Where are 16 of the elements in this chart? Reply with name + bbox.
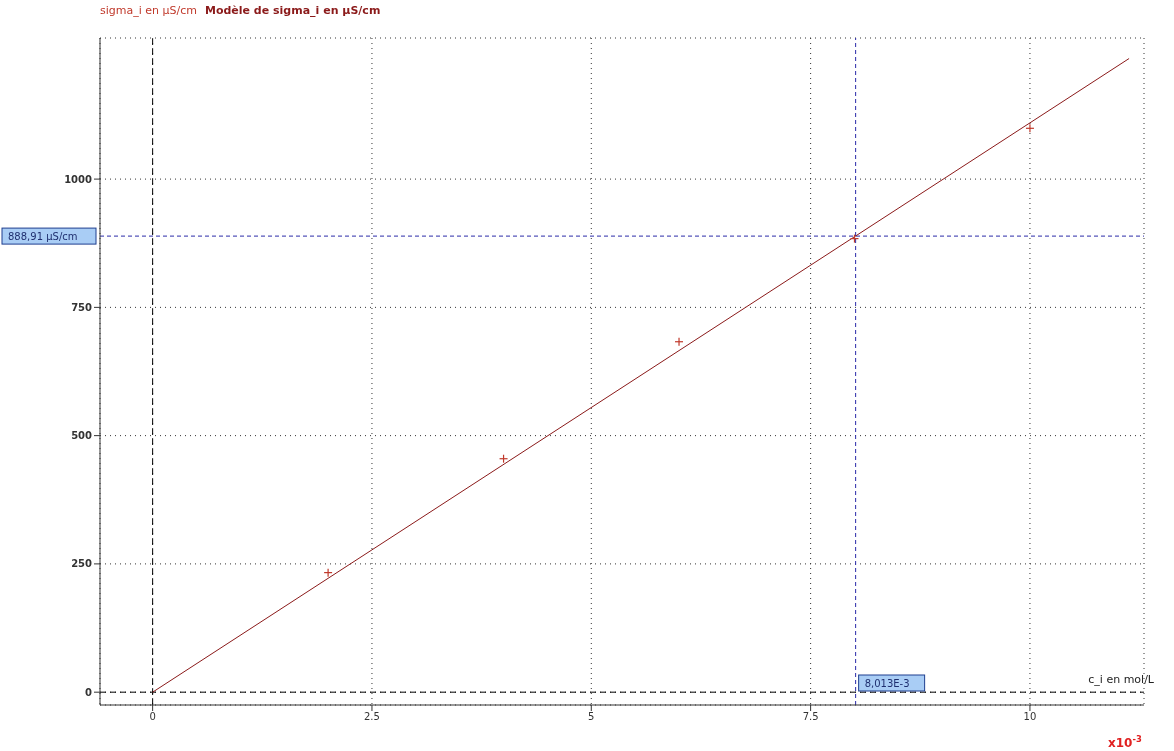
text: sigma_i en μS/cm <box>100 4 197 17</box>
text: Modèle de sigma_i en μS/cm <box>204 4 381 17</box>
y-tick-label: 250 <box>71 558 93 570</box>
x-tick-label: 5 <box>588 711 595 723</box>
y-tick-label: 0 <box>85 686 93 698</box>
x-tick-label: 0 <box>149 711 156 723</box>
text: x10$^{-3}$ <box>1108 734 1142 750</box>
ref-line-label: 8,013E-3 <box>864 678 910 689</box>
x-tick-label: 2.5 <box>364 711 380 723</box>
y-tick-label: 750 <box>71 301 93 313</box>
x-tick-label: 7.5 <box>802 711 819 723</box>
ref-line-label: 888,91 μS/cm <box>8 231 78 243</box>
x-tick-label: 10 <box>1023 711 1037 723</box>
y-tick-label: 1000 <box>64 173 93 185</box>
x-axis-title: c_i en mol/L <box>1088 672 1155 686</box>
y-tick-label: 500 <box>71 430 93 442</box>
